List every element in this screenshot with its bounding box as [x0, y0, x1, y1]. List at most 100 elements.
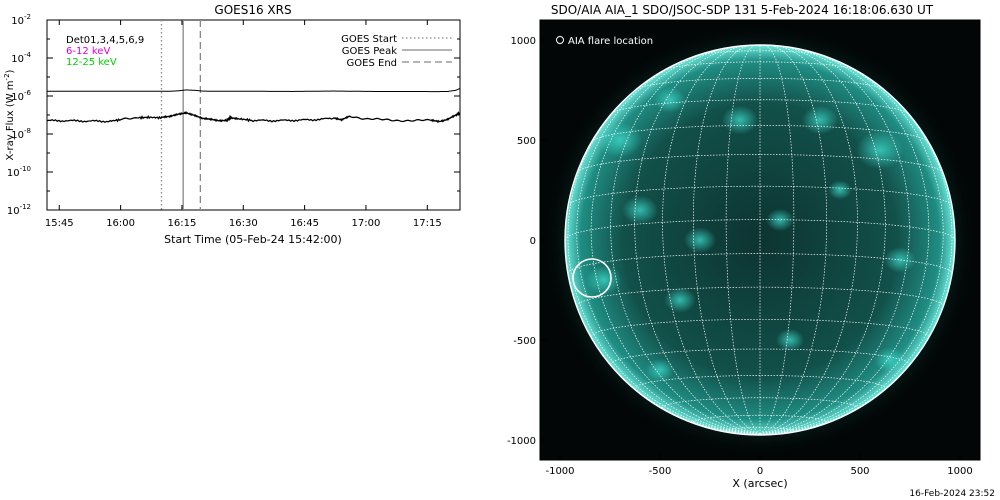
aia-grid-meridian: [662, 45, 761, 435]
goes-plot-frame: [46, 19, 461, 211]
goes-x-tick-label: 16:15: [168, 218, 197, 229]
aia-active-region: [874, 347, 906, 373]
aia-grid-parallel: [725, 427, 795, 432]
aia-image-title: SDO/AIA AIA_1 SDO/JSOC-SDP 131 5-Feb-202…: [551, 3, 934, 17]
aia-x-tick-label: -500: [649, 466, 672, 477]
goes-legend-label: GOES Start: [341, 34, 397, 45]
goes-y-tick-label: 10-4: [11, 51, 31, 65]
aia-grid-meridian: [759, 53, 944, 435]
aia-flare-location-marker: [572, 258, 612, 298]
aia-grid-parallel: [692, 414, 828, 423]
aia-grid-meridian: [576, 53, 761, 435]
aia-grid-parallel: [696, 50, 824, 56]
goes-y-tick-label: 10-10: [7, 165, 31, 179]
aia-grid-parallel: [611, 99, 909, 114]
aia-legend-label: AIA flare location: [568, 36, 653, 47]
goes-channel-low-label: 6-12 keV: [66, 46, 110, 57]
goes-x-tick-label: 16:45: [290, 218, 319, 229]
aia-active-region: [776, 328, 804, 352]
aia-active-region: [828, 180, 852, 200]
goes-x-tick-label: 15:45: [45, 218, 74, 229]
aia-active-region: [654, 87, 686, 113]
aia-grid-meridian: [759, 46, 910, 435]
aia-grid-parallel: [634, 375, 886, 389]
aia-y-tick-label: -500: [513, 336, 536, 347]
aia-active-region: [622, 195, 658, 225]
goes-flux-line-lower: [47, 110, 460, 124]
aia-legend-symbol: [556, 36, 564, 44]
footer-date: 16-Feb-2024 23:52: [909, 489, 995, 499]
goes-y-axis-label-close: ): [5, 69, 16, 73]
aia-grid-meridian: [759, 239, 956, 435]
goes-x-tick-label: 16:30: [229, 218, 258, 229]
aia-y-tick-label: 0: [530, 236, 536, 247]
goes-flux-line-upper: [47, 87, 460, 93]
aia-y-tick-label: 500: [517, 136, 536, 147]
goes-y-tick-label: 10-6: [11, 89, 31, 103]
aia-active-region: [856, 130, 904, 170]
aia-grid-meridian: [634, 45, 761, 435]
aia-y-tick-label: -1000: [507, 436, 536, 447]
aia-grid-meridian: [759, 45, 886, 435]
goes-channel-high-label: 12-25 keV: [66, 57, 117, 68]
aia-x-tick-label: 0: [757, 466, 763, 477]
aia-active-regions: [586, 87, 916, 382]
goes-y-axis: 10-12 10-10 10-8 10-6 10-4 10-2: [7, 13, 460, 217]
goes-flux-series: [47, 87, 460, 124]
aia-grid-meridian: [759, 47, 930, 435]
aia-x-tick-label: -1000: [545, 466, 574, 477]
aia-active-region: [598, 122, 642, 158]
aia-y-axis: -1000 -500 0 500 1000: [507, 36, 546, 447]
aia-grid-meridian: [610, 46, 761, 435]
aia-grid-meridian: [759, 45, 858, 435]
goes-y-tick-label: 10-8: [11, 127, 31, 141]
goes-legend-label: GOES End: [347, 58, 397, 69]
aia-active-region: [586, 265, 622, 295]
aia-grid-meridian: [567, 73, 761, 435]
aia-x-axis-label: X (arcsec): [732, 477, 787, 490]
goes-y-axis-label-sup: -2: [3, 73, 11, 80]
goes-y-tick-label: 10-2: [11, 13, 31, 27]
goes-x-tick-label: 17:00: [352, 218, 381, 229]
aia-active-region: [684, 227, 716, 253]
aia-grid-parallel: [662, 397, 858, 409]
aia-grid-meridian: [590, 47, 761, 435]
goes-x-tick-label: 16:00: [106, 218, 135, 229]
goes-x-axis-label: Start Time (05-Feb-24 15:42:00): [164, 233, 342, 246]
goes-detectors-label: Det01,3,4,5,6,9: [66, 35, 144, 46]
goes-y-axis-label-main: X-ray Flux (W m: [5, 80, 16, 160]
aia-x-axis: -1000 -500 0 500 1000: [545, 454, 973, 477]
aia-active-region: [646, 358, 674, 382]
aia-active-region: [802, 105, 838, 135]
aia-grid-parallel: [567, 253, 953, 274]
aia-grid-parallel: [591, 125, 929, 143]
aia-grid-parallel: [590, 318, 930, 338]
goes-xrs-panel: GOES16 XRS 15:45 16:00 16:15 16:30 16:45 17:0…: [3, 3, 461, 246]
aia-active-region: [766, 208, 794, 232]
aia-grid-parallel: [664, 61, 856, 71]
aia-y-tick-label: 1000: [511, 36, 536, 47]
aia-grid-parallel: [567, 185, 953, 206]
aia-active-region: [722, 105, 758, 135]
aia-solar-limb: [564, 44, 956, 436]
goes-x-tick-label: 17:15: [413, 218, 442, 229]
goes-x-axis: 15:45 16:00 16:15 16:30 16:45 17:00 17:15: [45, 20, 442, 229]
aia-heliographic-grid: [564, 44, 956, 435]
aia-grid-parallel: [564, 219, 956, 241]
aia-x-tick-label: 500: [850, 466, 869, 477]
goes-y-tick-label: 10-12: [7, 203, 31, 217]
aia-solar-disk: [565, 45, 955, 435]
goes-event-lines: [160, 20, 201, 210]
aia-active-region: [884, 247, 916, 273]
goes-y-axis-label: X-ray Flux (W m-2): [3, 69, 16, 160]
aia-grid-meridian: [759, 73, 953, 435]
aia-x-tick-label: 1000: [947, 466, 972, 477]
goes-legend-label: GOES Peak: [342, 46, 397, 57]
aia-grid-parallel: [576, 154, 944, 173]
aia-grid-meridian: [564, 239, 761, 435]
aia-grid-parallel: [610, 348, 910, 365]
aia-grid-parallel: [576, 286, 944, 307]
aia-image-panel: SDO/AIA AIA_1 SDO/JSOC-SDP 131 5-Feb-202…: [507, 3, 981, 490]
